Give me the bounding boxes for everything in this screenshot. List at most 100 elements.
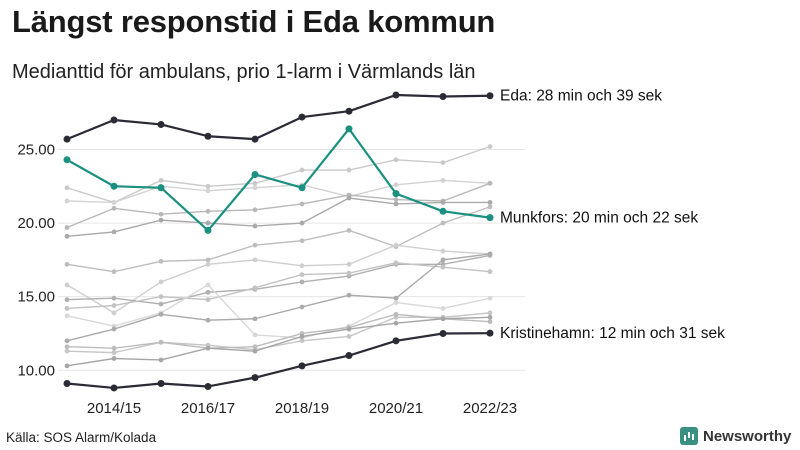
other-series-point	[64, 198, 70, 204]
other-series-point	[393, 320, 399, 326]
other-series-point	[252, 332, 258, 338]
other-series-line	[66, 262, 491, 310]
other-series-point	[299, 279, 305, 285]
series-kristinehamn-point	[110, 384, 118, 392]
other-series-point	[440, 200, 446, 205]
series-kristinehamn-point	[157, 380, 165, 388]
other-series-point	[205, 261, 211, 267]
other-series-line	[66, 253, 491, 342]
series-eda-point	[439, 92, 447, 100]
other-series-point	[440, 160, 446, 166]
other-series-line	[66, 244, 491, 314]
series-eda-point	[251, 135, 259, 143]
other-series-point	[299, 338, 305, 344]
other-series-point	[205, 183, 211, 189]
other-series-point	[111, 269, 117, 275]
other-series-point	[299, 167, 305, 173]
series-kristinehamn-point	[298, 362, 306, 370]
line-chart: 10.00 15.00 20.00 25.00 2014/15 2016/17 2018/1…	[17, 88, 725, 417]
other-series-point	[252, 348, 258, 354]
other-series-point	[299, 263, 305, 269]
x-tick-label: 2022/23	[463, 400, 517, 417]
other-series-point	[252, 242, 258, 248]
series-munkfors-point	[392, 190, 400, 198]
other-series-point	[252, 285, 258, 291]
series-munkfors-point	[251, 170, 259, 178]
other-series-point	[64, 306, 70, 311]
other-series-point	[487, 251, 493, 257]
other-series-point	[252, 223, 258, 229]
other-series-point	[111, 295, 117, 301]
other-series-line	[66, 182, 491, 229]
other-series-point	[393, 201, 399, 207]
series-eda-line	[66, 93, 491, 141]
other-series-point	[158, 258, 164, 264]
other-series-point	[346, 326, 352, 332]
other-series-point	[64, 261, 70, 267]
other-series-point	[393, 300, 399, 305]
other-series-point	[487, 144, 493, 149]
series-munkfors-point	[63, 156, 71, 164]
other-series-point	[205, 188, 211, 194]
series-eda-point	[204, 132, 212, 140]
other-series-point	[205, 289, 211, 295]
other-series-point	[346, 195, 352, 201]
y-tick-label: 10.00	[17, 362, 55, 379]
other-series-point	[111, 303, 117, 308]
other-series-point	[440, 316, 446, 322]
other-series-point	[346, 261, 352, 267]
other-series-point	[158, 279, 164, 285]
x-tick-label: 2018/19	[275, 400, 329, 417]
series-munkfors-point	[157, 184, 165, 192]
other-series-point	[111, 229, 117, 235]
series-eda-point	[392, 91, 400, 99]
other-series-point	[64, 297, 70, 303]
other-series-point	[346, 228, 352, 233]
other-series-point	[487, 269, 493, 275]
other-series-point	[393, 242, 399, 248]
other-series-point	[346, 167, 352, 173]
bar-chart-icon	[680, 427, 698, 445]
other-series-point	[158, 311, 164, 317]
other-series-point	[346, 270, 352, 276]
other-series-point	[440, 306, 446, 311]
other-series-point	[64, 363, 70, 369]
other-series-line	[66, 145, 491, 204]
other-series-point	[299, 201, 305, 207]
chart-subtitle: Medianttid för ambulans, prio 1-larm i V…	[12, 61, 476, 83]
other-series-line	[66, 316, 491, 367]
y-tick-label: 20.00	[17, 215, 55, 232]
other-series-point	[64, 348, 70, 354]
other-series-point	[111, 205, 117, 211]
logo-text: Newsworthy	[703, 427, 792, 445]
other-series-point	[252, 185, 258, 191]
x-tick-label: 2016/17	[181, 400, 235, 417]
series-eda-point	[110, 116, 118, 124]
series-munkfors-line	[66, 127, 491, 232]
other-series-line	[66, 313, 491, 349]
other-series-point	[440, 177, 446, 183]
other-series-point	[252, 344, 258, 350]
other-series-line	[66, 206, 491, 273]
other-series-point	[111, 350, 117, 356]
other-series-point	[299, 304, 305, 310]
other-series-point	[64, 313, 70, 319]
other-series-point	[487, 314, 493, 320]
other-series-point	[64, 338, 70, 344]
other-series-point	[393, 260, 399, 266]
series-eda-point	[345, 107, 353, 115]
series-kristinehamn-point	[486, 329, 494, 337]
other-series-point	[299, 272, 305, 277]
series-kristinehamn-point	[204, 382, 212, 390]
other-series-point	[205, 282, 211, 288]
x-tick-label: 2020/21	[369, 400, 423, 417]
other-series-line	[66, 284, 491, 339]
other-series-point	[440, 220, 446, 226]
other-series-point	[158, 211, 164, 217]
other-series-point	[111, 326, 117, 332]
other-series-point	[487, 295, 493, 301]
series-munkfors-point	[110, 182, 118, 190]
other-series-point	[487, 200, 493, 205]
other-series-point	[205, 345, 211, 351]
other-series-point	[346, 292, 352, 298]
